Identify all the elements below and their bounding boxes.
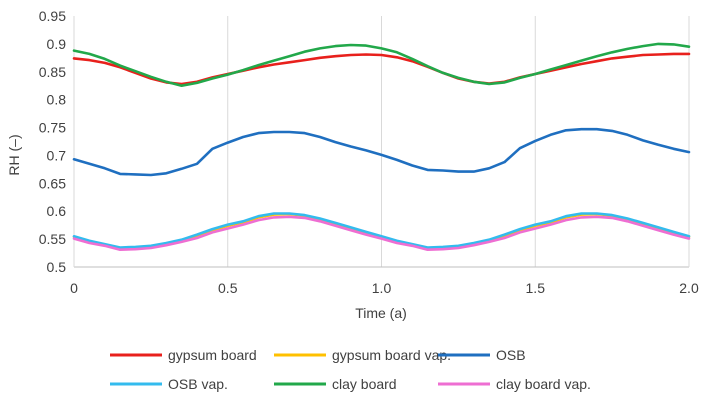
x-tick-label: 0 [70,280,78,296]
x-tick-label: 1.0 [372,280,392,296]
y-tick-label: 0.55 [39,231,66,247]
x-axis-label: Time (a) [355,305,407,321]
legend: gypsum board gypsum board vap. OSB OSB vap.… [110,347,591,392]
y-tick-label: 0.5 [47,259,67,275]
series-line-clay-board-vap [72,215,691,251]
legend-label-gypsum-board-vap: gypsum board vap. [332,347,451,363]
axes: Time (a) RH (–) 0.5 0.55 0.6 0.65 0.7 0.75 0.8… [6,8,699,321]
x-tick-label: 0.5 [218,280,238,296]
legend-label-clay-board: clay board [332,376,397,392]
legend-label-clay-board-vap: clay board vap. [496,376,591,392]
series-lines [72,42,691,251]
series-line-osb [72,127,691,177]
y-axis-label: RH (–) [6,134,22,175]
y-tick-label: 0.9 [47,36,67,52]
y-tick-label: 0.95 [39,8,66,24]
x-tick-label: 2.0 [679,280,699,296]
y-tick-label: 0.85 [39,64,66,80]
gridlines [227,16,536,267]
x-tick-label: 1.5 [526,280,546,296]
series-line-osb-vap [72,212,691,249]
legend-label-gypsum-board: gypsum board [168,347,257,363]
series-line-clay-board [72,42,691,87]
y-tick-label: 0.6 [47,203,67,219]
y-tick-label: 0.7 [47,147,67,163]
legend-label-osb-vap: OSB vap. [168,376,228,392]
legend-label-osb: OSB [496,347,526,363]
y-tick-label: 0.8 [47,92,67,108]
y-tick-label: 0.75 [39,120,66,136]
y-tick-label: 0.65 [39,175,66,191]
